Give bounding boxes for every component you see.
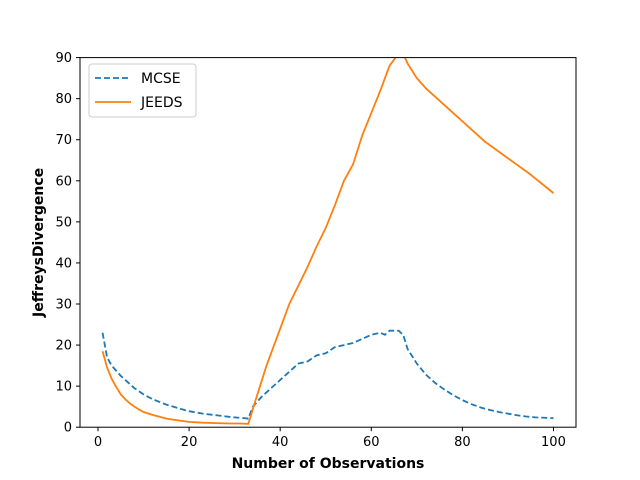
x-axis-title: Number of Observations [232,456,425,472]
x-tick-label: 20 [181,435,198,450]
plot-frame [79,57,577,428]
x-tick-label: 80 [454,435,471,450]
ticks-layer: 0 20 40 60 80 100 0 10 20 30 40 50 60 70 80 90 [55,51,565,450]
y-tick-label: 40 [55,256,72,271]
series-line-mcse [101,329,554,420]
x-tick-label: 0 [94,435,102,450]
x-tick-label: 60 [363,435,380,450]
legend-label-jeeds: JEEDS [140,95,183,111]
y-tick-label: 30 [55,298,72,313]
legend-label-mcse: MCSE [141,71,181,87]
x-tick-label: 100 [541,435,566,450]
y-axis-title: JeffreysDivergence [31,168,47,318]
legend: MCSE JEEDS [88,63,197,118]
series-line-jeeds [101,57,555,425]
y-tick-label: 70 [55,133,72,148]
y-tick-label: 60 [55,174,72,189]
y-tick-label: 20 [55,339,72,354]
x-tick-label: 40 [272,435,289,450]
y-tick-label: 50 [55,215,72,230]
y-tick-label: 0 [64,421,72,436]
y-tick-label: 90 [55,51,72,66]
series-layer [101,57,555,425]
y-tick-label: 80 [55,92,72,107]
y-tick-label: 10 [55,380,72,395]
